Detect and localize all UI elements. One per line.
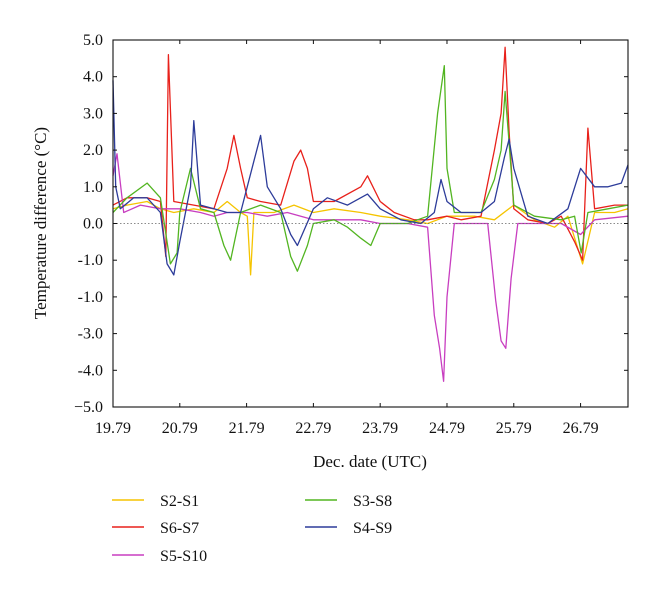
legend-label: S3-S8 [353,493,392,510]
y-tick-label: 5.0 [83,32,103,49]
legend-item-s6-s7: S6-S7 [112,520,199,537]
y-tick-label: -1.0 [78,252,103,269]
y-tick-label: −5.0 [74,399,103,416]
x-tick-label: 19.79 [95,420,131,437]
legend-item-s5-s10: S5-S10 [112,548,207,565]
y-tick-label: -3.0 [78,326,103,343]
x-tick-label: 25.79 [496,420,532,437]
series-line-s2-s1 [112,200,629,276]
legend: S2-S1 S6-S7 S5-S10 S3-S8 S4-S9 [112,493,392,565]
series-line-s6-s7 [112,46,628,261]
x-tick-label: 23.79 [362,420,398,437]
x-tick-label: 21.79 [229,420,265,437]
x-tick-label: 22.79 [295,420,331,437]
legend-item-s4-s9: S4-S9 [305,520,392,537]
y-tick-label: 2.0 [83,142,103,159]
y-tick-label: -1.0 [78,289,103,306]
y-tick-label: 3.0 [83,105,103,122]
y-tick-label: 1.0 [83,179,103,196]
legend-label: S2-S1 [160,493,199,510]
legend-item-s2-s1: S2-S1 [112,493,199,510]
series-layer [112,46,629,382]
y-tick-label: 0.0 [83,216,103,233]
legend-label: S6-S7 [160,520,199,537]
series-line-s3-s8 [112,65,629,272]
series-line-s5-s10 [112,153,629,382]
x-axis-title: Dec. date (UTC) [313,452,427,471]
y-axis: 5.0 4.0 3.0 2.0 1.0 0.0 -1.0 -1.0 -3.0 -4.0 −5.0 [74,32,628,416]
y-tick-label: 4.0 [83,69,103,86]
legend-label: S5-S10 [160,548,207,565]
legend-item-s3-s8: S3-S8 [305,493,392,510]
x-tick-label: 24.79 [429,420,465,437]
x-tick-label: 26.79 [563,420,599,437]
y-axis-title: Temperature difference (°C) [31,127,50,319]
legend-label: S4-S9 [353,520,392,537]
x-tick-label: 20.79 [162,420,198,437]
x-axis: 19.79 20.79 21.79 22.79 23.79 24.79 25.79 26.79 [95,40,599,437]
y-tick-label: -4.0 [78,362,103,379]
series-line-s4-s9 [112,80,629,276]
